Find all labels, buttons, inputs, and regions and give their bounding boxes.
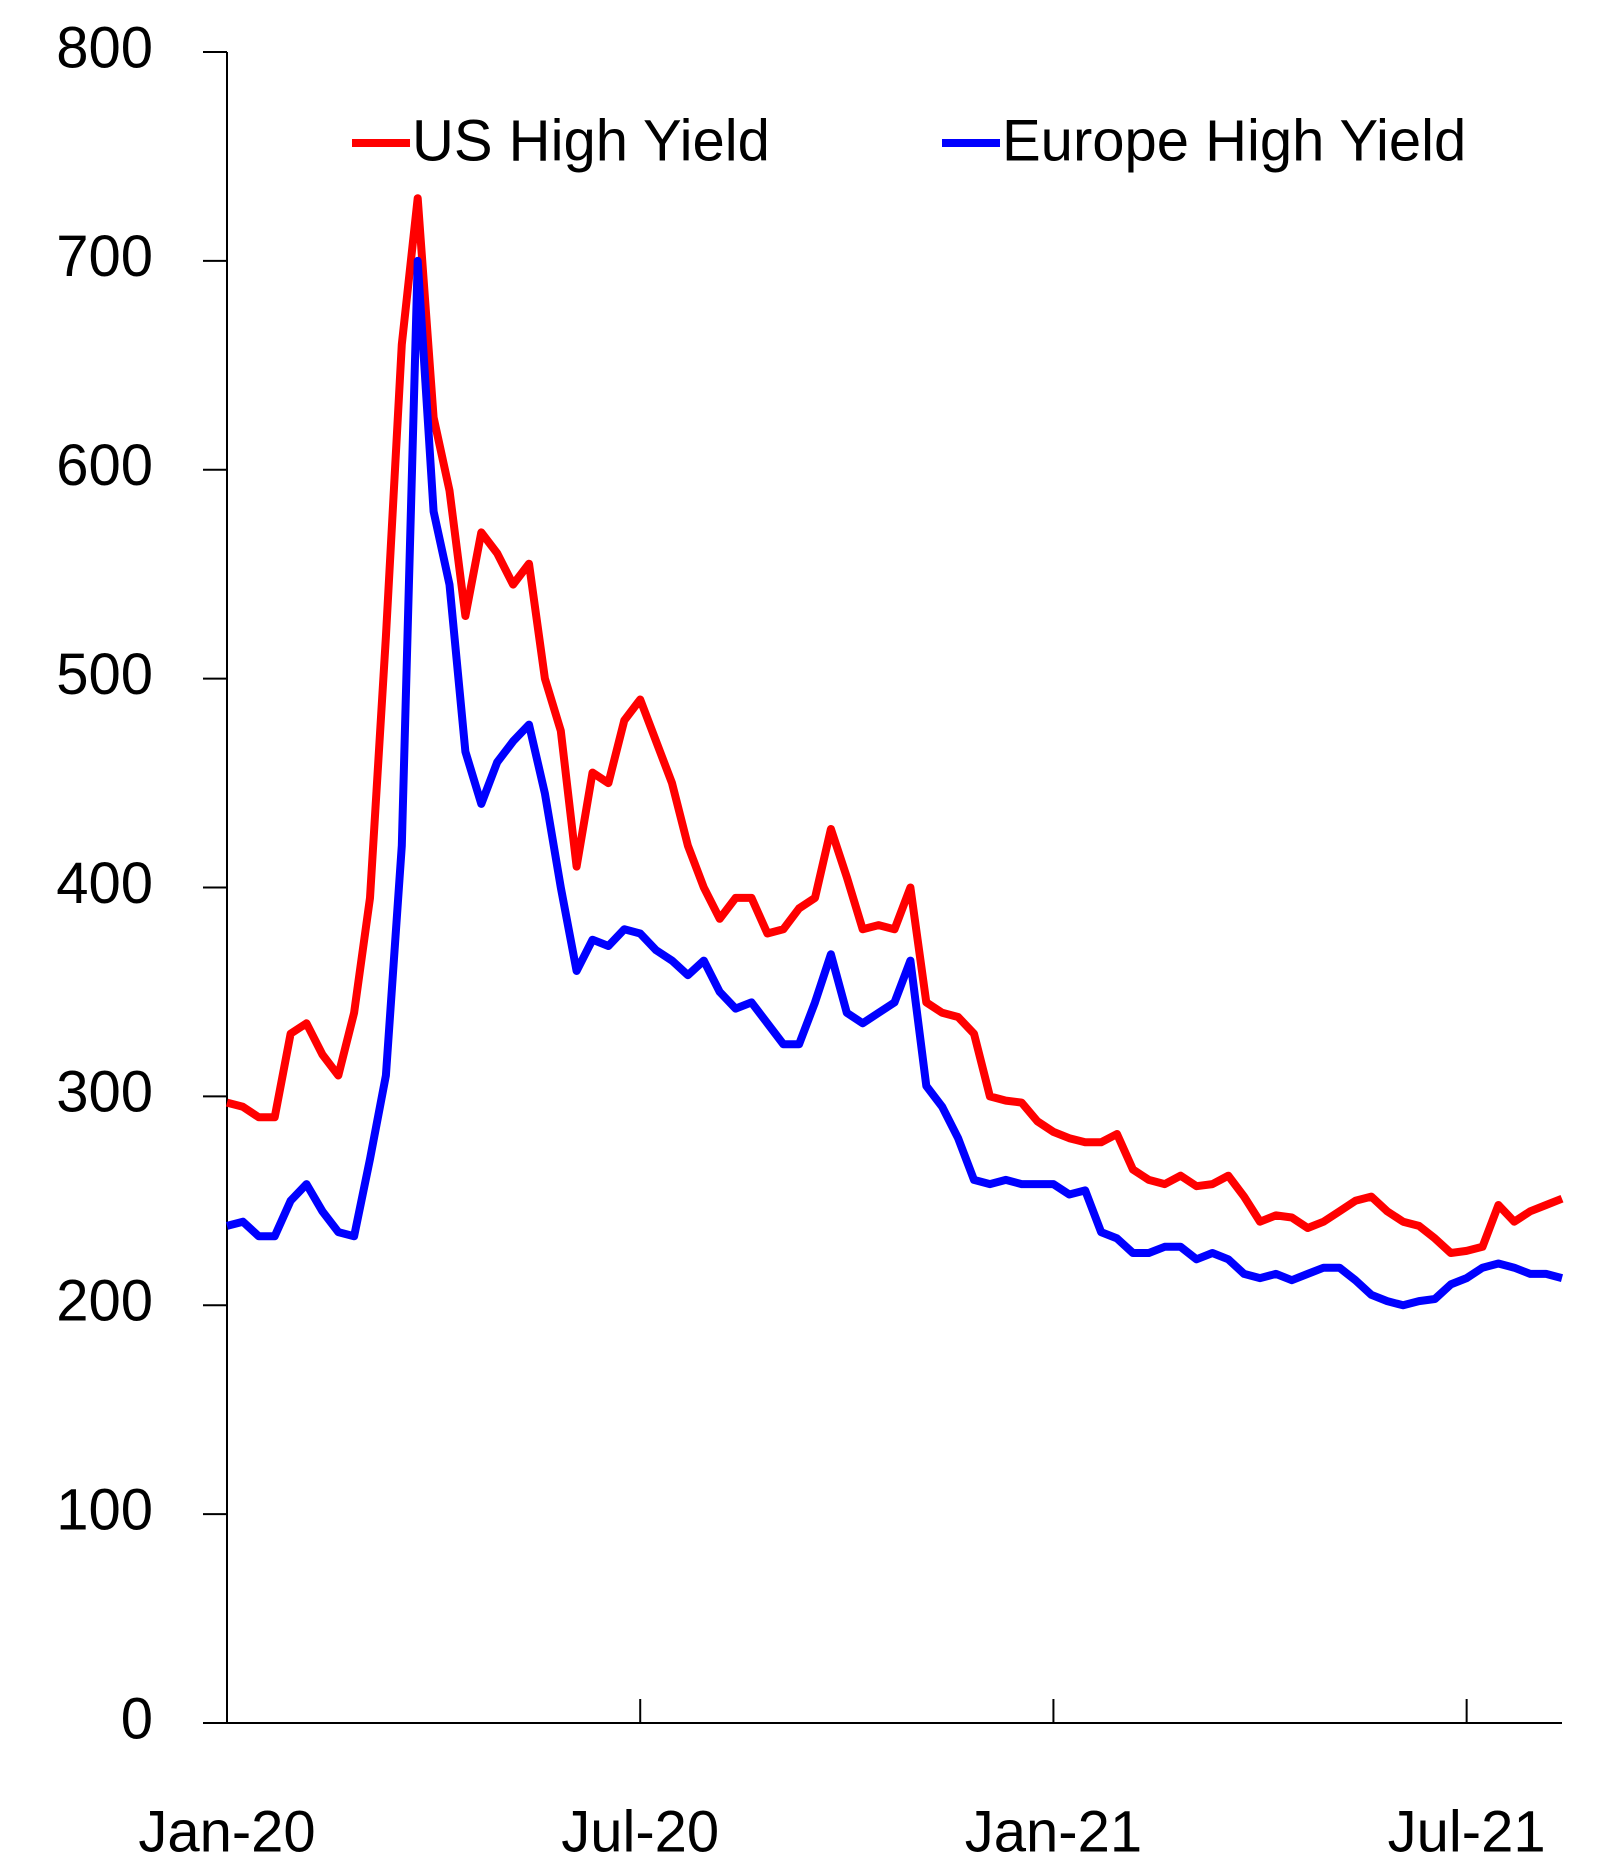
- line-series: [225, 194, 1564, 1257]
- y-tick-label: 600: [56, 433, 153, 498]
- y-tick-label: 700: [56, 224, 153, 289]
- legend-label: Europe High Yield: [1002, 108, 1466, 173]
- x-tick-label: Jul-21: [1388, 1799, 1546, 1864]
- y-tick-label: 500: [56, 642, 153, 707]
- line-series: [225, 256, 1564, 1310]
- y-tick-label: 300: [56, 1060, 153, 1125]
- legend-label: US High Yield: [412, 108, 770, 173]
- x-tick-label: Jan-21: [965, 1799, 1142, 1864]
- y-tick-label: 400: [56, 851, 153, 916]
- y-tick-label: 200: [56, 1269, 153, 1334]
- y-tick-label: 100: [56, 1477, 153, 1542]
- x-tick-label: Jan-20: [138, 1799, 315, 1864]
- y-tick-label: 0: [121, 1686, 153, 1751]
- y-tick-label: 800: [56, 15, 153, 80]
- x-tick-label: Jul-20: [561, 1799, 719, 1864]
